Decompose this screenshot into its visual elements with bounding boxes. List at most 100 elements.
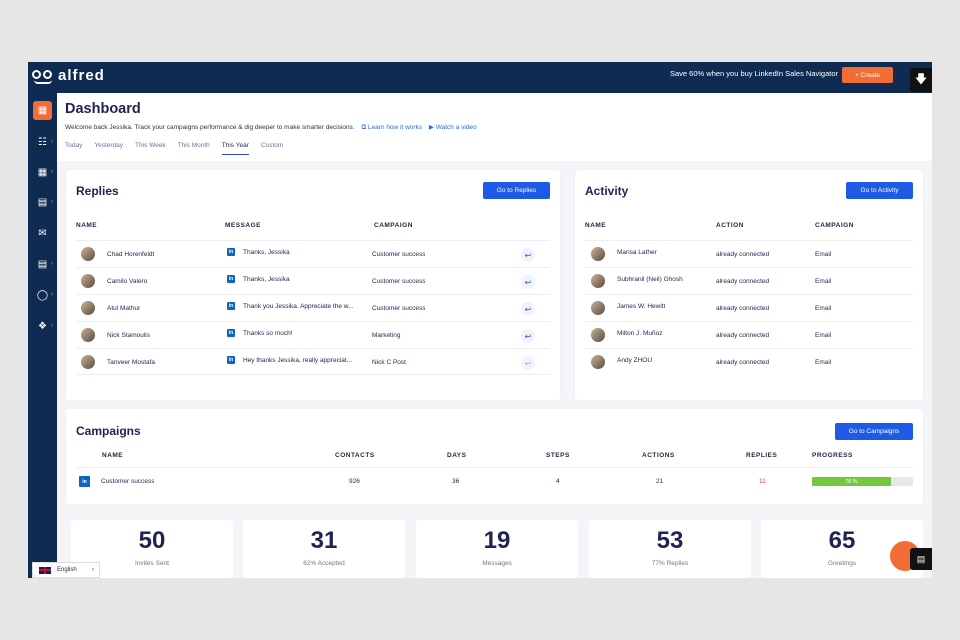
- linkedin-icon: in: [227, 275, 235, 283]
- templates-icon[interactable]: ▤: [37, 259, 48, 270]
- mustache-glasses-icon: [32, 69, 54, 84]
- integrations-icon[interactable]: ❖: [38, 321, 47, 332]
- column-header: CAMPAIGN: [815, 222, 854, 229]
- tab-yesterday[interactable]: Yesterday: [94, 142, 124, 149]
- reply-name: Tanveer Mostafa: [107, 359, 156, 366]
- activity-campaign: Email: [815, 278, 832, 285]
- activity-action: already connected: [716, 278, 770, 285]
- column-header: CAMPAIGN: [374, 222, 413, 229]
- dashboard-icon[interactable]: ▦: [33, 101, 52, 120]
- date-tabs: Today Yesterday This Week This Month Thi…: [65, 142, 295, 155]
- table-row[interactable]: in Customer success 926 36 4 21 11 78 %: [76, 467, 913, 494]
- linkedin-icon: in: [227, 302, 235, 310]
- campaign-steps: 4: [556, 478, 560, 485]
- activity-card: Activity Go to Activity NAME ACTION CAMP…: [575, 170, 923, 400]
- tab-this-year[interactable]: This Year: [221, 142, 249, 155]
- table-row[interactable]: Marisa Lather already connected Email: [585, 240, 913, 267]
- support-icon[interactable]: ◯: [36, 290, 49, 301]
- learn-link[interactable]: ⧉ Learn how it works: [361, 124, 423, 131]
- language-label: English: [57, 567, 77, 573]
- tab-this-week[interactable]: This Week: [135, 142, 166, 149]
- go-to-campaigns-button[interactable]: Go to Campaigns: [835, 423, 913, 440]
- campaigns-icon[interactable]: ▤: [37, 197, 48, 208]
- chevron-right-icon: ›: [51, 261, 53, 267]
- contacts-icon[interactable]: ☷: [38, 137, 47, 148]
- tab-today[interactable]: Today: [65, 142, 83, 149]
- tab-custom[interactable]: Custom: [260, 142, 284, 149]
- logo[interactable]: alfred: [32, 67, 105, 84]
- column-header: NAME: [585, 222, 607, 229]
- avatar: [591, 274, 605, 288]
- promo-banner[interactable]: Save 60% when you buy LinkedIn Sales Nav…: [670, 69, 839, 78]
- table-row[interactable]: Chad Horenfeldt in Thanks, Jessika Custo…: [76, 240, 550, 267]
- reply-icon[interactable]: ↩: [521, 275, 535, 289]
- go-to-replies-button[interactable]: Go to Replies: [483, 182, 550, 199]
- activity-name: James W. Hewitt: [617, 303, 666, 310]
- download-icon[interactable]: 🡇: [910, 68, 932, 92]
- activity-campaign: Email: [815, 332, 832, 339]
- create-button[interactable]: + Create: [842, 67, 893, 83]
- avatar: [81, 355, 95, 369]
- replies-card: Replies Go to Replies NAME MESSAGE CAMPA…: [66, 170, 560, 400]
- table-row[interactable]: Andy ZHOU already connected Email: [585, 348, 913, 375]
- reply-icon[interactable]: ↩: [521, 356, 535, 370]
- campaign-replies: 11: [759, 478, 766, 485]
- table-row[interactable]: Camilo Valero in Thanks, Jessika Custome…: [76, 267, 550, 294]
- grid-icon[interactable]: ▦: [37, 167, 48, 178]
- video-link[interactable]: ▶ Watch a video: [428, 124, 477, 131]
- activity-name: Andy ZHOU: [617, 357, 653, 364]
- reply-name: Chad Horenfeldt: [107, 251, 155, 258]
- table-row[interactable]: Milton J. Muñoz already connected Email: [585, 321, 913, 348]
- reply-campaign: Nick C Post: [372, 359, 406, 366]
- reply-icon[interactable]: ↩: [521, 248, 535, 262]
- table-row[interactable]: Nick Stamoulis in Thanks so much! Market…: [76, 321, 550, 348]
- activity-name: Marisa Lather: [617, 249, 657, 256]
- column-header: NAME: [76, 222, 98, 229]
- column-header: MESSAGE: [225, 222, 262, 229]
- avatar: [591, 247, 605, 261]
- page-subtitle: Welcome back Jessika. Track your campaig…: [65, 123, 477, 132]
- reply-message: Thank you Jessika. Appreciate the w...: [243, 303, 354, 310]
- activity-action: already connected: [716, 359, 770, 366]
- inbox-icon[interactable]: ✉: [38, 228, 47, 239]
- learn-link-label: Learn how it works: [367, 124, 423, 131]
- campaign-days: 36: [452, 478, 460, 485]
- stat-label: 62% Accepted: [303, 560, 345, 567]
- activity-campaign: Email: [815, 359, 832, 366]
- reply-campaign: Customer success: [372, 278, 426, 285]
- go-to-activity-button[interactable]: Go to Activity: [846, 182, 913, 199]
- reply-campaign: Customer success: [372, 251, 426, 258]
- activity-action: already connected: [716, 305, 770, 312]
- reply-icon[interactable]: ↩: [521, 302, 535, 316]
- chat-icon[interactable]: ▤: [910, 548, 932, 570]
- activity-action: already connected: [716, 251, 770, 258]
- table-row[interactable]: Tanveer Mostafa in Hey thanks Jessika, r…: [76, 348, 550, 375]
- avatar: [591, 301, 605, 315]
- language-selector[interactable]: English ›: [32, 562, 100, 578]
- stat-label: Messages: [482, 560, 512, 567]
- tab-this-month[interactable]: This Month: [177, 142, 210, 149]
- table-row[interactable]: Atul Mathur in Thank you Jessika. Apprec…: [76, 294, 550, 321]
- reply-message: Thanks, Jessika: [243, 249, 290, 256]
- column-header: CONTACTS: [335, 452, 375, 459]
- stat-value: 19: [483, 527, 511, 554]
- stat-value: 65: [828, 527, 856, 554]
- activity-action: already connected: [716, 332, 770, 339]
- uk-flag-icon: [38, 565, 52, 575]
- video-link-label: Watch a video: [435, 124, 477, 131]
- sidebar: ▦ ☷ › ▦ › ▤ › ✉ ▤ › ◯ › ❖ ›: [28, 93, 57, 578]
- table-row[interactable]: Subhranil (Neil) Ghosh already connected…: [585, 267, 913, 294]
- avatar: [591, 328, 605, 342]
- page-header: Dashboard Welcome back Jessika. Track yo…: [57, 93, 932, 161]
- linkedin-icon: in: [227, 356, 235, 364]
- stat-value: 53: [656, 527, 684, 554]
- column-header: REPLIES: [746, 452, 778, 459]
- stat-card: 31 62% Accepted: [243, 520, 405, 578]
- reply-icon[interactable]: ↩: [521, 329, 535, 343]
- table-row[interactable]: James W. Hewitt already connected Email: [585, 294, 913, 321]
- stat-label: Invites Sent: [135, 560, 169, 567]
- column-header: STEPS: [546, 452, 570, 459]
- logo-text: alfred: [58, 67, 105, 84]
- avatar: [81, 328, 95, 342]
- progress-bar: 78 %: [812, 477, 913, 486]
